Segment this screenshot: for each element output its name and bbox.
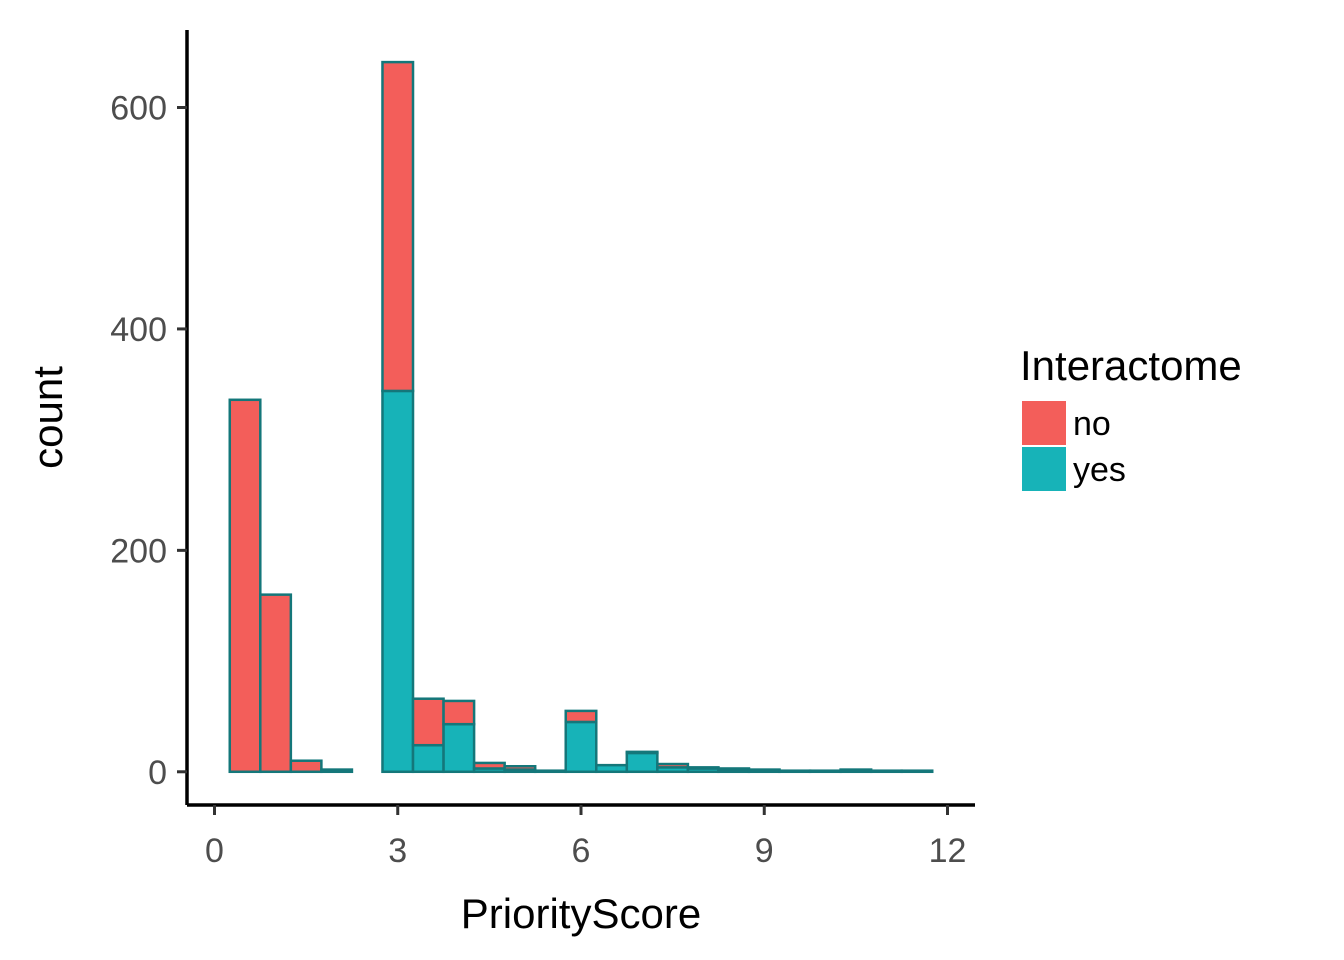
bar-no-17 [747, 768, 781, 772]
bar-no-0 [228, 398, 262, 774]
y-axis-title: count [24, 366, 71, 469]
legend-title: Interactome [1020, 342, 1242, 389]
y-tick-label: 600 [110, 90, 167, 128]
bar-no-3 [320, 768, 354, 774]
bar-yes-20 [839, 768, 873, 774]
bar-no-15 [686, 766, 720, 770]
bar-no-1 [259, 593, 293, 774]
bar-no-8 [472, 761, 506, 770]
bar-yes-6 [411, 743, 445, 774]
bar-yes-11 [564, 720, 598, 774]
legend-label-no: no [1073, 405, 1111, 443]
legend: Interactome no yes [1020, 342, 1242, 491]
bar-no-7 [442, 699, 476, 726]
bar-yes-21 [869, 769, 903, 774]
bar-no-2 [289, 759, 323, 774]
y-tick-label: 0 [148, 754, 167, 792]
bar-yes-18 [778, 769, 812, 774]
bar-yes-10 [533, 769, 567, 774]
bar-yes-19 [808, 769, 842, 774]
x-tick-label: 6 [572, 832, 591, 870]
legend-key-no [1022, 401, 1066, 445]
bar-no-16 [717, 767, 751, 771]
legend-label-yes: yes [1073, 451, 1126, 489]
bar-no-5 [381, 60, 415, 393]
x-axis-title: PriorityScore [461, 890, 701, 937]
legend-key-yes [1022, 447, 1066, 491]
bar-yes-5 [381, 389, 415, 774]
y-tick-label: 200 [110, 532, 167, 570]
x-tick-label: 12 [929, 832, 967, 870]
x-tick-label: 9 [755, 832, 774, 870]
axes-group: 0 200 400 600 0 3 6 9 12 [110, 30, 975, 870]
bar-no-9 [503, 765, 537, 771]
bar-no-11 [564, 709, 598, 724]
y-tick-label: 400 [110, 311, 167, 349]
bar-no-6 [411, 697, 445, 747]
x-tick-label: 0 [205, 832, 224, 870]
bar-yes-7 [442, 722, 476, 774]
bar-yes-13 [625, 751, 659, 774]
bar-yes-12 [595, 763, 629, 774]
bar-yes-22 [900, 769, 934, 774]
bars-group [228, 60, 934, 774]
bar-no-14 [656, 762, 690, 769]
x-tick-label: 3 [388, 832, 407, 870]
bar-no-13 [625, 750, 659, 755]
